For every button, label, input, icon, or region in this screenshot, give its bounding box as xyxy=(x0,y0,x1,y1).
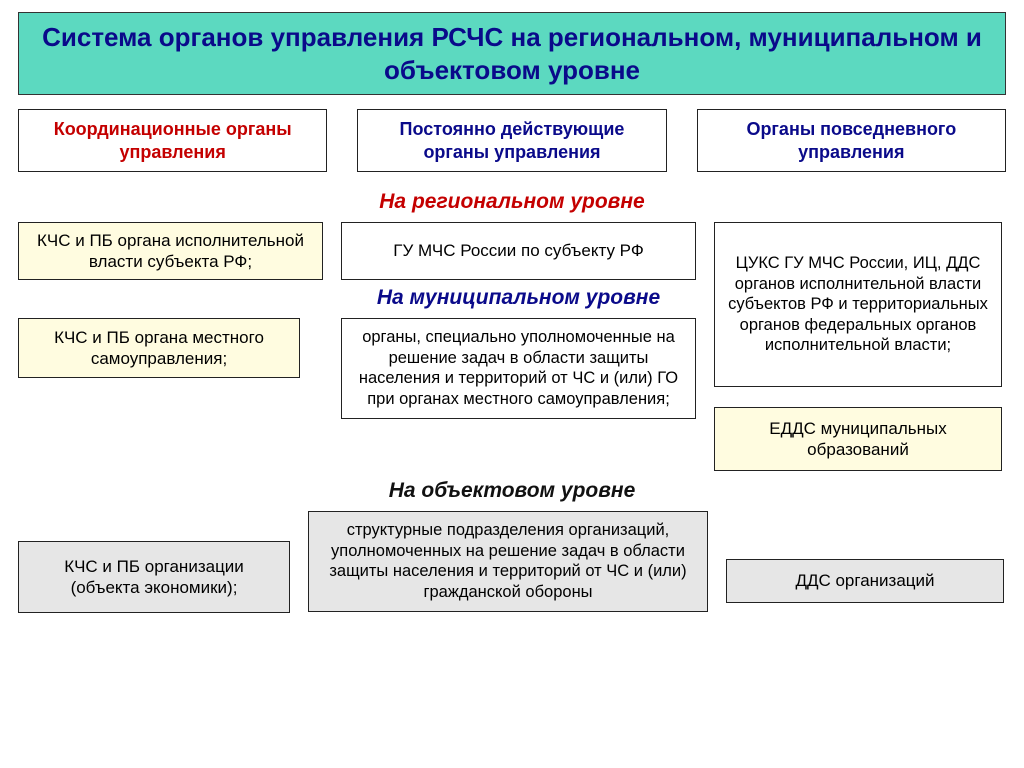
object-row: КЧС и ПБ организации (объекта экономики)… xyxy=(18,511,1006,613)
object-coord-box: КЧС и ПБ организации (объекта экономики)… xyxy=(18,541,290,613)
section-regional-title: На региональном уровне xyxy=(18,190,1006,214)
regional-daily-box: ЦУКС ГУ МЧС России, ИЦ, ДДС органов испо… xyxy=(714,222,1002,387)
content-grid: КЧС и ПБ органа исполнительной власти су… xyxy=(18,222,1006,471)
column-headers: Координационные органы управления Постоя… xyxy=(18,109,1006,172)
regional-permanent-box: ГУ МЧС России по субъекту РФ xyxy=(341,222,696,280)
object-daily-box: ДДС организаций xyxy=(726,559,1004,603)
object-permanent-box: структурные подразделения организаций, у… xyxy=(308,511,708,612)
header-daily: Органы повседневного управления xyxy=(697,109,1006,172)
header-coord: Координационные органы управления xyxy=(18,109,327,172)
regional-coord-box: КЧС и ПБ органа исполнительной власти су… xyxy=(18,222,323,280)
section-municipal-title: На муниципальном уровне xyxy=(341,286,696,310)
main-title: Система органов управления РСЧС на регио… xyxy=(18,12,1006,95)
header-permanent: Постоянно действующие органы управления xyxy=(357,109,666,172)
municipal-permanent-box: органы, специально уполномоченные на реш… xyxy=(341,318,696,419)
municipal-coord-box: КЧС и ПБ органа местного самоуправления; xyxy=(18,318,300,378)
section-object-title: На объектовом уровне xyxy=(18,479,1006,503)
municipal-daily-box: ЕДДС муниципальных образований xyxy=(714,407,1002,471)
